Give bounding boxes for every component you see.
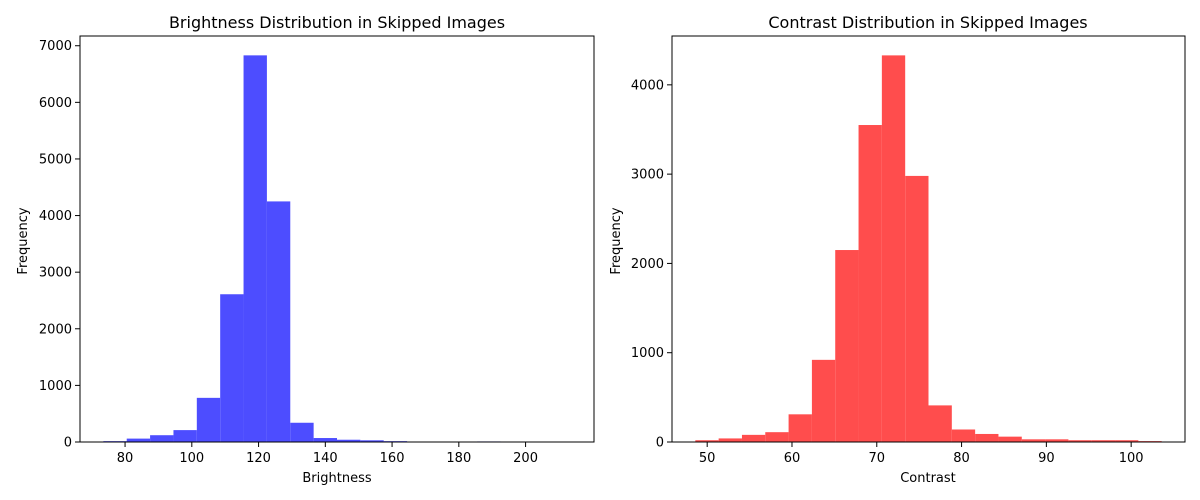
histogram-bar <box>858 125 882 442</box>
histogram-bar <box>266 201 291 442</box>
histogram-bar <box>741 434 766 442</box>
y-tick-label: 0 <box>64 436 72 451</box>
x-tick-label: 160 <box>380 451 405 466</box>
x-tick-label: 60 <box>784 451 801 466</box>
histogram-bar <box>1045 439 1069 442</box>
y-tick-label: 2000 <box>39 322 72 337</box>
x-tick-label: 70 <box>869 451 886 466</box>
histogram-bar <box>360 440 384 442</box>
y-tick-label: 4000 <box>631 78 664 93</box>
histogram-bar <box>150 435 174 442</box>
ticks: 80 100 120 140 160 180 20001000200030004000500… <box>39 39 538 466</box>
histogram-bar <box>313 438 337 442</box>
x-tick-label: 50 <box>699 451 716 466</box>
histogram-bar <box>337 439 361 442</box>
histogram-bar <box>1091 440 1116 442</box>
bars <box>103 55 571 442</box>
x-tick-label: 100 <box>179 451 204 466</box>
histogram-bar <box>173 430 197 442</box>
x-axis-label: Brightness <box>302 471 371 486</box>
x-tick-label: 200 <box>513 451 538 466</box>
histogram-bar <box>811 359 836 442</box>
x-axis-label: Contrast <box>900 471 956 486</box>
histogram-bar <box>196 397 221 442</box>
chart-title: Brightness Distribution in Skipped Image… <box>169 13 505 32</box>
histogram-bar <box>695 440 719 442</box>
histogram-bar <box>998 436 1022 442</box>
x-tick-label: 180 <box>446 451 471 466</box>
y-tick-label: 7000 <box>39 39 72 54</box>
y-tick-label: 4000 <box>39 209 72 224</box>
histogram-bar <box>928 405 952 442</box>
brightness-histogram: Brightness Distribution in Skipped Image… <box>16 13 595 486</box>
x-tick-label: 100 <box>1119 451 1144 466</box>
histogram-bar <box>220 294 244 442</box>
histogram-bar <box>290 422 314 442</box>
histogram-bar <box>243 55 267 442</box>
histogram-bar <box>718 438 742 442</box>
axes-frame <box>671 35 1186 443</box>
histogram-bar <box>1115 440 1139 442</box>
y-tick-label: 3000 <box>39 266 72 281</box>
y-tick-label: 2000 <box>631 257 664 272</box>
x-tick-label: 80 <box>117 451 134 466</box>
histogram-bar <box>788 414 812 442</box>
axes-frame <box>79 35 595 443</box>
y-tick-label: 0 <box>656 436 664 451</box>
histogram-bar <box>905 175 929 442</box>
histogram-bar <box>765 432 789 442</box>
x-tick-label: 120 <box>246 451 271 466</box>
bars <box>695 55 1162 442</box>
contrast-histogram: Contrast Distribution in Skipped Images … <box>609 13 1186 486</box>
histogram-bar <box>126 438 151 442</box>
y-tick-label: 1000 <box>631 346 664 361</box>
histogram-bar <box>835 250 859 442</box>
x-tick-label: 80 <box>953 451 970 466</box>
x-tick-label: 140 <box>313 451 338 466</box>
y-tick-label: 1000 <box>39 379 72 394</box>
histogram-bar <box>951 429 976 442</box>
y-tick-label: 5000 <box>39 152 72 167</box>
y-axis-label: Frequency <box>16 207 31 274</box>
histogram-bar <box>1068 440 1092 442</box>
chart-title: Contrast Distribution in Skipped Images <box>768 13 1087 32</box>
histogram-bar <box>881 55 906 442</box>
histogram-bar <box>1021 439 1046 442</box>
x-tick-label: 90 <box>1038 451 1055 466</box>
histogram-bar <box>975 433 999 442</box>
y-tick-label: 3000 <box>631 168 664 183</box>
y-axis-label: Frequency <box>609 207 624 274</box>
y-tick-label: 6000 <box>39 96 72 111</box>
